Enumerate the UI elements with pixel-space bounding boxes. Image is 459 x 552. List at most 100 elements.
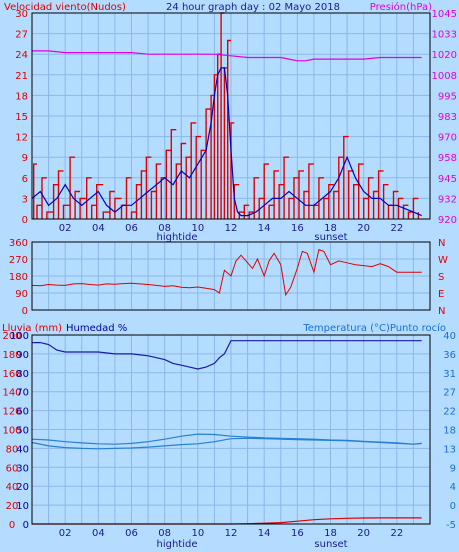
pressure-tick: 945 [438, 174, 457, 185]
x-tick-top: 12 [225, 223, 238, 234]
direction-degree-tick: 180 [9, 272, 28, 283]
humidity-tick: 10 [16, 501, 29, 512]
temperature-tick: 36 [443, 350, 456, 361]
panel1-x-ticks: 02 04 06 08 10 12 14 16 18 20 22 [59, 223, 403, 234]
x-tick-bottom: 20 [357, 528, 370, 539]
x-tick-top: 14 [258, 223, 271, 234]
direction-degree-tick: 270 [9, 255, 28, 266]
pressure-ticks: 920 932 945 958 970 983 995 1008 1020 1033 1045 [432, 9, 457, 226]
wind-speed-tick: 27 [15, 30, 28, 41]
temperature-tick: 13 [443, 444, 456, 455]
rain-tick: 40 [6, 482, 19, 493]
x-tick-bottom: 08 [158, 528, 171, 539]
pressure-tick: 983 [438, 112, 457, 123]
rain-tick: 200 [2, 331, 21, 342]
direction-degree-tick: 360 [9, 238, 28, 249]
pressure-series [32, 50, 422, 62]
x-tick-top: 06 [125, 223, 138, 234]
pressure-tick: 1045 [432, 9, 457, 20]
panel3-x-ticks: 02 04 06 08 10 12 14 16 18 20 22 [59, 528, 403, 539]
rain-tick: 180 [2, 350, 21, 361]
humidity-tick: 100 [10, 331, 29, 342]
humidity-axis-label: Humedad % [66, 323, 127, 334]
wind-speed-tick: 12 [15, 133, 28, 144]
x-tick-bottom: 16 [291, 528, 304, 539]
pressure-tick: 1020 [432, 50, 457, 61]
rain-tick: 160 [2, 369, 21, 380]
direction-compass-tick: E [438, 289, 444, 300]
direction-compass-tick: N [438, 238, 445, 249]
wind-pressure-panel: Velocidad viento(Nudos) 24 hour graph da… [4, 1, 457, 243]
rain-tick: 140 [2, 388, 21, 399]
pressure-tick: 932 [438, 194, 457, 205]
panel2-frame [31, 241, 431, 311]
wind-speed-tick: 15 [15, 112, 28, 123]
panel1-series [31, 12, 422, 219]
humidity-tick: 20 [16, 482, 29, 493]
chart-title: 24 hour graph day : 02 Mayo 2018 [166, 2, 340, 13]
humidity-tick: 40 [16, 444, 29, 455]
temperature-tick: 31 [443, 369, 456, 380]
pressure-tick: 1033 [432, 30, 457, 41]
rain-humidity-temp-panel: Lluvia (mm) Humedad % Temperatura (°C)Pu… [2, 322, 456, 550]
direction-degree-tick: 0 [22, 306, 28, 317]
wind-speed-tick: 9 [22, 153, 28, 164]
wind-speed-tick: 6 [22, 174, 28, 185]
x-tick-top: 10 [191, 223, 204, 234]
hightide-marker-top: hightide [156, 232, 197, 243]
direction-degree-ticks: 0 90 180 270 360 [9, 238, 28, 317]
pressure-tick: 995 [438, 91, 457, 102]
temperature-tick: 4 [450, 482, 456, 493]
x-tick-top: 22 [390, 223, 403, 234]
direction-degree-tick: 90 [15, 289, 28, 300]
hightide-marker-bottom: hightide [156, 539, 197, 550]
humidity-tick: 60 [16, 407, 29, 418]
wind-average-series [31, 67, 422, 217]
temperature-tick: -5 [446, 520, 456, 531]
x-tick-bottom: 10 [191, 528, 204, 539]
humidity-tick: 0 [23, 520, 29, 531]
pressure-tick: 970 [438, 133, 457, 144]
x-tick-top: 20 [357, 223, 370, 234]
rain-tick: 20 [6, 501, 19, 512]
wind-speed-tick: 18 [15, 91, 28, 102]
wind-speed-ticks: 0 3 6 9 12 15 18 21 24 27 30 [15, 9, 28, 226]
wind-speed-tick: 3 [22, 194, 28, 205]
wind-gust-series [33, 12, 420, 219]
pressure-tick: 958 [438, 153, 457, 164]
pressure-axis-label: Presión(hPa) [370, 1, 432, 13]
x-tick-bottom: 12 [225, 528, 238, 539]
x-tick-top: 04 [92, 223, 105, 234]
humidity-tick: 50 [16, 426, 29, 437]
temperature-ticks: -5 0 4 9 13 18 22 27 31 36 40 [443, 331, 456, 531]
direction-compass-tick: N [438, 306, 445, 317]
rain-ticks: 0 20 40 60 80 100 120 140 160 180 200 [2, 331, 21, 531]
temperature-tick: 0 [450, 501, 456, 512]
humidity-tick: 90 [16, 350, 29, 361]
rain-tick: 100 [2, 426, 21, 437]
panel1-frame [31, 12, 431, 220]
wind-speed-tick: 30 [15, 9, 28, 20]
humidity-tick: 30 [16, 463, 29, 474]
wind-speed-axis-label: Velocidad viento(Nudos) [4, 2, 126, 13]
x-tick-bottom: 18 [324, 528, 337, 539]
direction-compass-tick: S [438, 272, 444, 283]
x-tick-bottom: 22 [390, 528, 403, 539]
panel3-grid [32, 334, 430, 525]
x-tick-bottom: 06 [125, 528, 138, 539]
rain-tick: 60 [6, 463, 19, 474]
humidity-tick: 80 [16, 369, 29, 380]
direction-compass-tick: W [438, 255, 448, 266]
temperature-tick: 27 [443, 388, 456, 399]
x-tick-bottom: 02 [59, 528, 72, 539]
wind-speed-tick: 0 [22, 215, 28, 226]
temperature-tick: 9 [450, 463, 456, 474]
pressure-tick: 1008 [432, 71, 457, 82]
humidity-series [32, 340, 422, 370]
x-tick-top: 02 [59, 223, 72, 234]
rain-axis-label: Lluvia (mm) [2, 323, 62, 334]
x-tick-top: 18 [324, 223, 337, 234]
